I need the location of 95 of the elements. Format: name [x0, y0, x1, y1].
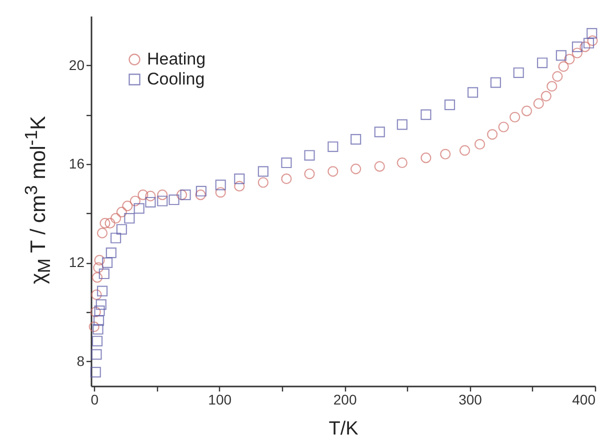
point: [572, 48, 583, 58]
point: [487, 129, 498, 140]
x-tick-label: 100: [208, 392, 232, 408]
point: [546, 81, 558, 92]
point: [587, 35, 598, 46]
y-tick-label: 12: [68, 254, 85, 270]
point: [145, 190, 156, 202]
point: [234, 180, 245, 192]
point: [88, 322, 100, 332]
point: [215, 180, 226, 190]
point: [93, 262, 104, 273]
point: [116, 206, 127, 218]
point: [304, 168, 315, 180]
point: [92, 272, 103, 283]
point: [94, 305, 105, 316]
point: [130, 196, 140, 206]
point: [92, 324, 104, 335]
point: [374, 126, 385, 138]
point: [552, 71, 563, 82]
point: [138, 190, 148, 200]
point: [564, 54, 575, 64]
point: [122, 200, 133, 212]
point: [215, 187, 226, 198]
point: [116, 224, 127, 235]
x-tick-label: 300: [458, 392, 482, 408]
point: [281, 174, 292, 184]
point: [180, 190, 191, 200]
point: [157, 190, 168, 200]
y-tick-label: 20: [68, 56, 85, 73]
point: [96, 228, 108, 238]
point: [168, 194, 180, 206]
point: [94, 254, 105, 266]
point: [374, 161, 385, 172]
point: [580, 42, 590, 52]
point: [328, 166, 338, 177]
point: [281, 157, 292, 168]
point: [440, 148, 451, 160]
point: [258, 177, 268, 188]
point: [258, 166, 268, 177]
point: [304, 150, 315, 161]
point: [420, 109, 432, 120]
point: [110, 212, 122, 224]
point: [350, 164, 362, 174]
point: [100, 218, 110, 228]
x-axis-title: T/K: [328, 418, 359, 440]
point: [536, 58, 548, 68]
point: [104, 218, 116, 228]
point: [93, 315, 104, 326]
point: [474, 138, 486, 150]
point: [513, 67, 524, 78]
point: [124, 212, 135, 224]
point: [145, 196, 156, 208]
point: [396, 119, 408, 130]
point: [196, 186, 206, 196]
point: [533, 98, 544, 109]
point: [490, 77, 501, 88]
point: [91, 289, 102, 300]
point: [96, 286, 108, 296]
point: [92, 336, 103, 346]
point: [110, 232, 122, 244]
point: [157, 196, 168, 206]
point: [396, 157, 408, 168]
point: [350, 134, 362, 145]
point: [90, 366, 101, 378]
point: [328, 141, 338, 152]
y-tick-label: 16: [68, 156, 85, 172]
point: [540, 90, 552, 102]
point: [134, 203, 144, 214]
point: [91, 349, 102, 360]
point: [467, 87, 478, 98]
point: [510, 112, 520, 122]
point: [498, 122, 509, 132]
point: [444, 100, 456, 110]
point: [572, 42, 583, 52]
legend-label: Heating: [147, 50, 206, 68]
point: [176, 190, 188, 200]
legend-label: Cooling: [147, 70, 205, 88]
point: [556, 50, 566, 61]
point: [459, 145, 470, 156]
point: [106, 248, 116, 258]
y-tick-label: 8: [76, 352, 85, 369]
x-tick-label: 0: [90, 392, 99, 408]
point: [98, 268, 110, 280]
point: [195, 190, 206, 200]
point: [96, 299, 106, 310]
x-tick-label: 200: [333, 392, 357, 408]
point: [558, 61, 569, 72]
point: [102, 257, 113, 268]
x-tick-label: 400: [572, 392, 596, 408]
point: [420, 152, 432, 164]
point: [234, 174, 245, 184]
point: [521, 106, 532, 116]
point: [90, 306, 101, 318]
point: [583, 38, 594, 48]
point: [586, 28, 598, 39]
